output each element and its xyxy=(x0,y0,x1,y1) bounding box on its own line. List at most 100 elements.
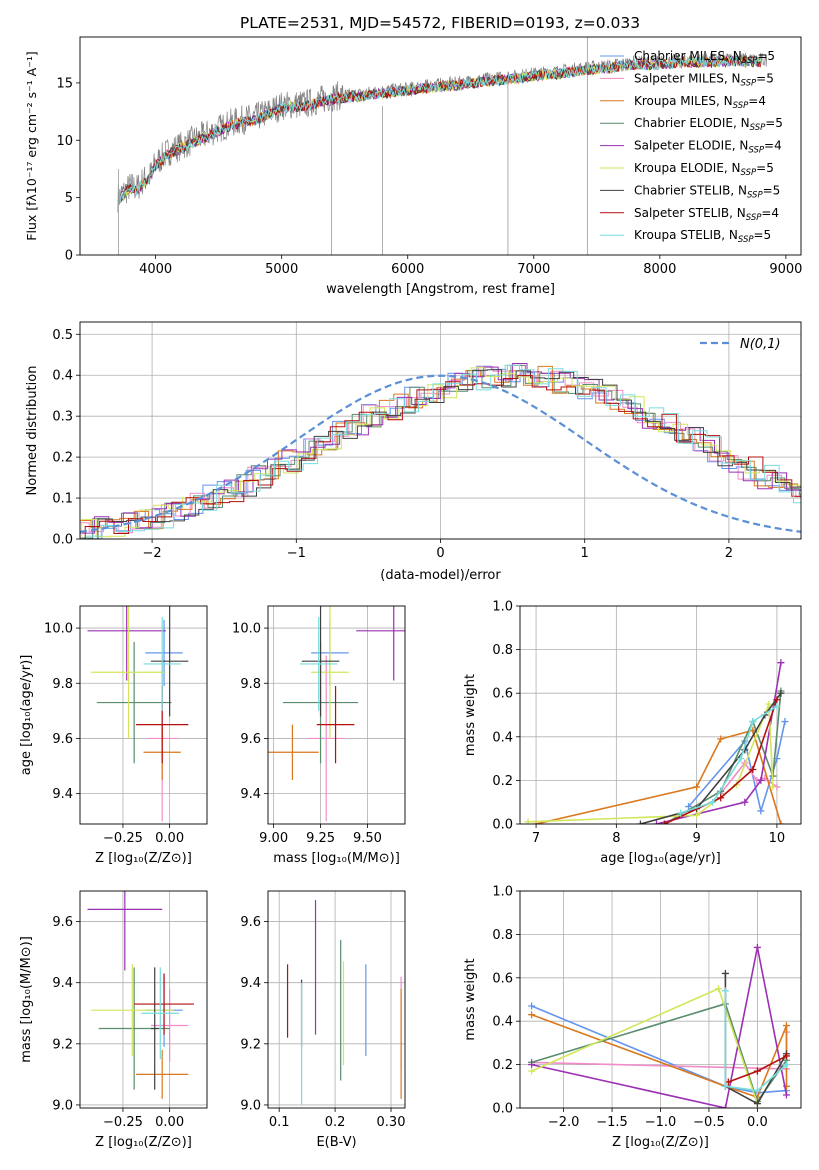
weight-line xyxy=(531,1002,788,1104)
weight-marker xyxy=(782,1052,790,1060)
y-axis-label: mass weight xyxy=(463,674,478,756)
weight-marker xyxy=(721,1104,729,1108)
model-fit-line xyxy=(119,55,762,203)
weight-marker xyxy=(636,820,644,824)
y-tick-label: 9.0 xyxy=(240,1098,261,1113)
x-tick-label: 9.25 xyxy=(306,831,335,846)
x-axis-label: Z [log₁₀(Z/Z⊙)] xyxy=(95,851,192,866)
x-tick-label: 0.30 xyxy=(377,1115,406,1130)
weight-line xyxy=(531,987,788,1106)
y-tick-label: 0.8 xyxy=(492,643,513,658)
axes-frame xyxy=(267,605,406,825)
y-tick-label: 0.6 xyxy=(492,687,513,702)
axes-frame xyxy=(267,890,406,1109)
x-tick-label: 2 xyxy=(725,546,733,561)
weight-line xyxy=(531,1013,788,1099)
x-axis-label: mass [log₁₀(M/M⊙)] xyxy=(273,851,400,866)
weight-marker xyxy=(721,987,729,995)
y-tick-label: 0.2 xyxy=(52,451,73,466)
y-tick-label: 0.2 xyxy=(492,1058,513,1073)
y-tick-label: 0.0 xyxy=(492,818,513,833)
x-axis-label: (data-model)/error xyxy=(380,568,501,583)
axes-frame xyxy=(79,321,802,540)
x-tick-label: 0.1 xyxy=(269,1115,290,1130)
axes-Z_vs_weight: −2.0 −1.5 −1.0 −0.5 0.0 0.0 0.2 0.4 0.6 0.8 1.0 Z [… xyxy=(463,885,801,1150)
legend-entry: Chabrier ELODIE, NSSP=5 xyxy=(634,116,783,133)
weight-marker xyxy=(782,1022,790,1030)
y-tick-label: 9.0 xyxy=(52,1098,73,1113)
residual-histogram xyxy=(80,365,801,539)
weight-marker xyxy=(721,969,729,977)
x-tick-label: 5000 xyxy=(265,262,298,277)
y-tick-label: 0.4 xyxy=(492,730,513,745)
weight-marker xyxy=(741,798,749,806)
y-tick-label: 9.6 xyxy=(52,915,73,930)
weight-marker xyxy=(749,718,757,726)
y-tick-label: 10.0 xyxy=(232,622,261,637)
x-tick-label: 0.00 xyxy=(155,1115,184,1130)
x-tick-label: 8 xyxy=(612,831,620,846)
y-tick-label: 0.0 xyxy=(52,533,73,548)
y-axis-label: mass weight xyxy=(463,958,478,1040)
y-tick-label: 15 xyxy=(56,76,73,91)
x-axis-label: Z [log₁₀(Z/Z⊙)] xyxy=(95,1135,192,1150)
legend-entry: Kroupa ELODIE, NSSP=5 xyxy=(634,161,774,178)
axes-EBV_vs_mass: 0.1 0.2 0.30 9.0 9.2 9.4 9.6 E(B-V) xyxy=(240,891,405,1150)
axes-frame xyxy=(519,605,802,825)
x-tick-label: 7000 xyxy=(517,262,550,277)
weight-line xyxy=(724,990,788,1092)
legend-entry: Kroupa MILES, NSSP=4 xyxy=(634,94,766,111)
weight-marker xyxy=(765,700,773,708)
weight-marker xyxy=(528,1061,536,1069)
weight-marker xyxy=(717,735,725,743)
y-tick-label: 9.4 xyxy=(52,976,73,991)
weight-line xyxy=(724,973,788,1105)
legend-entry: N(0,1) xyxy=(740,337,781,352)
mass_vs_age-plot-area xyxy=(268,606,405,822)
residual-histogram xyxy=(86,364,801,539)
weight-line xyxy=(531,947,788,1108)
spectrum-axes: 4000 5000 6000 7000 8000 9000 0 5 10 15 wavelength… xyxy=(24,51,802,297)
weight-line xyxy=(720,761,778,794)
EBV_vs_mass-plot-area xyxy=(286,900,402,1105)
y-tick-label: 9.2 xyxy=(240,1037,261,1052)
weight-marker xyxy=(749,766,757,773)
y-tick-label: 9.6 xyxy=(240,915,261,930)
y-tick-label: 0.6 xyxy=(492,971,513,986)
y-axis-label: Flux [fλ10⁻¹⁷ erg cm⁻² s⁻¹ A⁻¹] xyxy=(24,51,39,240)
x-tick-label: −1 xyxy=(287,546,306,561)
axes-frame xyxy=(79,605,208,825)
y-tick-label: 0.0 xyxy=(492,1102,513,1117)
x-axis-label: wavelength [Angstrom, rest frame] xyxy=(326,282,555,297)
y-tick-label: 1.0 xyxy=(492,885,513,900)
y-tick-label: 9.4 xyxy=(240,787,261,802)
y-tick-label: 1.0 xyxy=(492,600,513,615)
y-tick-label: 0.1 xyxy=(52,492,73,507)
weight-line xyxy=(664,699,778,824)
weight-marker xyxy=(777,659,785,667)
y-axis-label: mass [log₁₀(M/M⊙)] xyxy=(19,936,34,1063)
x-tick-label: 10 xyxy=(769,831,786,846)
y-tick-label: 9.4 xyxy=(52,787,73,802)
residual-histogram xyxy=(80,363,801,539)
weight-line xyxy=(531,1005,787,1094)
Z_vs_mass-plot-area xyxy=(87,891,194,1099)
x-tick-label: −0.5 xyxy=(693,1115,725,1130)
observed-spectrum-line xyxy=(117,52,768,213)
weight-marker xyxy=(652,820,660,824)
weight-marker xyxy=(782,1091,790,1099)
x-tick-label: −2 xyxy=(143,546,162,561)
Z_vs_weight-plot-area xyxy=(528,943,790,1108)
x-tick-label: 8000 xyxy=(643,262,676,277)
x-tick-label: 0.2 xyxy=(325,1115,346,1130)
weight-marker xyxy=(693,783,701,791)
age_vs_weight-plot-area xyxy=(524,659,789,824)
normal-reference-curve xyxy=(80,374,801,533)
weight-marker xyxy=(769,783,777,791)
weight-marker xyxy=(753,1100,761,1108)
y-tick-label: 0.4 xyxy=(52,369,73,384)
figure-title: PLATE=2531, MJD=54572, FIBERID=0193, z=0… xyxy=(240,14,640,32)
x-tick-label: 7 xyxy=(532,831,540,846)
y-axis-label: Normed distribution xyxy=(25,366,40,496)
